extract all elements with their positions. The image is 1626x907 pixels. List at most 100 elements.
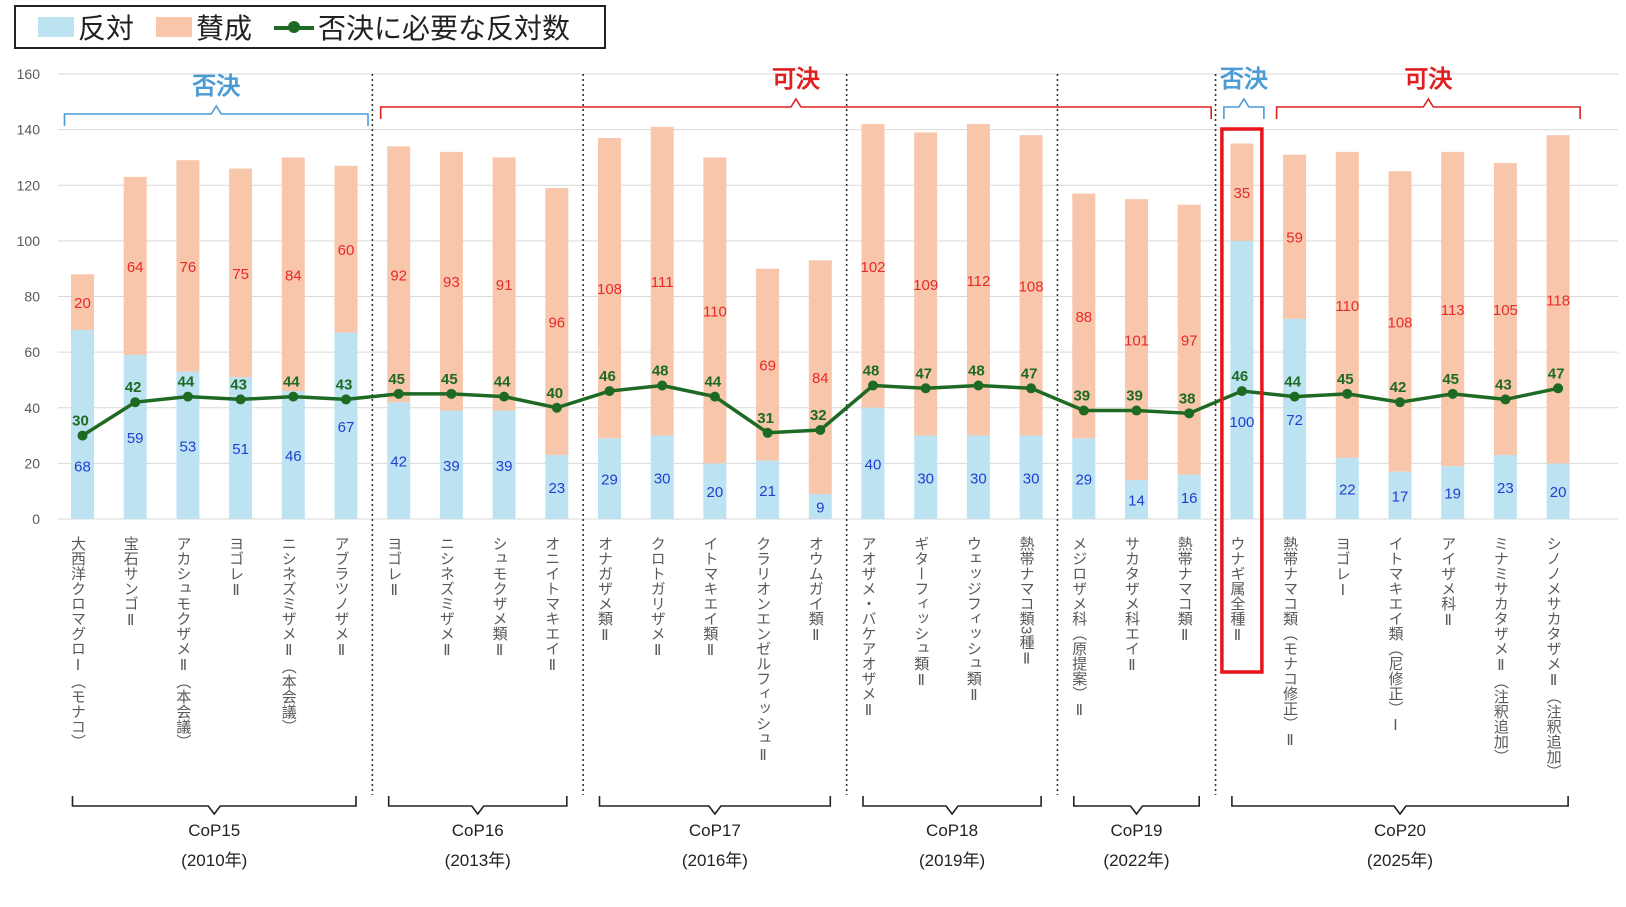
threshold-point: [973, 380, 984, 391]
favor-data-label: 108: [597, 281, 622, 298]
threshold-point: [868, 380, 878, 391]
against-bar: [703, 463, 727, 519]
against-bar: [1177, 474, 1201, 519]
category-label: ヨゴレⅡ: [385, 536, 402, 599]
favor-bar: [650, 126, 674, 436]
threshold-data-label: 45: [388, 371, 405, 388]
against-data-label: 30: [1023, 470, 1040, 487]
favor-swatch: [156, 17, 193, 37]
against-data-label: 100: [1229, 414, 1254, 431]
threshold-data-label: 47: [1548, 365, 1565, 382]
against-data-label: 20: [707, 484, 724, 501]
against-data-label: 14: [1128, 493, 1145, 510]
favor-bar: [1283, 154, 1307, 319]
threshold-point: [1026, 383, 1037, 394]
favor-data-label: 20: [74, 295, 91, 312]
against-bar: [281, 391, 305, 519]
favor-data-label: 113: [1441, 302, 1465, 319]
category-label: アオザメ・バケアオザメⅡ: [860, 536, 877, 719]
threshold-point: [1447, 388, 1458, 399]
against-data-label: 29: [1075, 472, 1092, 489]
y-tick-label: 0: [32, 511, 40, 527]
against-bar: [650, 435, 674, 519]
category-label: イトマキエイ類Ⅱ: [701, 536, 718, 659]
category-label: サカタザメ科エイⅡ: [1123, 536, 1140, 674]
favor-bar: [1177, 204, 1201, 475]
against-data-label: 30: [917, 470, 934, 487]
favor-bar: [492, 157, 516, 411]
favor-bar: [914, 132, 938, 436]
favor-data-label: 88: [1075, 309, 1092, 326]
legend-item-threshold: 否決に必要な反対数: [274, 7, 570, 47]
y-tick-label: 80: [24, 289, 40, 305]
favor-bar: [1335, 151, 1359, 458]
against-bar: [966, 435, 990, 519]
against-data-label: 46: [285, 448, 302, 465]
threshold-point: [1395, 397, 1405, 408]
against-bar: [229, 377, 253, 519]
favor-data-label: 93: [443, 274, 460, 291]
threshold-line-swatch: [274, 17, 315, 37]
favor-bar: [545, 188, 569, 456]
favor-bar: [1019, 135, 1043, 436]
against-data-label: 23: [548, 480, 565, 497]
category-label: アブラツノザメⅡ: [333, 536, 350, 659]
outcome-label: 可決: [1404, 66, 1453, 93]
threshold-point: [341, 394, 351, 405]
against-data-label: 19: [1444, 486, 1461, 503]
favor-bar: [1230, 143, 1254, 241]
group-brace: [862, 796, 1042, 816]
threshold-data-label: 39: [1126, 388, 1143, 405]
category-label: オニイトマキエイⅡ: [543, 536, 560, 674]
favor-bar: [861, 124, 885, 408]
favor-data-label: 109: [913, 277, 938, 294]
group-year-label: (2019年): [919, 851, 985, 870]
favor-data-label: 112: [966, 273, 990, 290]
against-bar: [1388, 471, 1412, 519]
favor-bar: [123, 176, 147, 355]
against-data-label: 17: [1392, 488, 1409, 505]
group-name-label: CoP18: [926, 821, 978, 840]
legend-item-against: 反対: [38, 7, 134, 47]
threshold-point: [1342, 388, 1353, 399]
outcome-brace: [63, 104, 369, 126]
category-label: ウナギ属全種Ⅱ: [1228, 536, 1245, 644]
against-bar: [1125, 480, 1148, 519]
against-data-label: 30: [654, 470, 671, 487]
threshold-point: [77, 430, 88, 441]
group-name-label: CoP16: [452, 821, 504, 840]
threshold-data-label: 45: [1337, 371, 1354, 388]
group-name-label: CoP15: [188, 821, 240, 840]
threshold-point: [393, 388, 404, 399]
favor-bar: [71, 274, 94, 330]
category-label: 宝石サンゴⅡ: [122, 536, 139, 629]
threshold-point: [1500, 394, 1511, 405]
category-label: クロトガリザメⅡ: [649, 536, 666, 659]
threshold-data-label: 48: [863, 363, 880, 380]
against-data-label: 39: [443, 458, 460, 475]
against-data-label: 53: [180, 438, 197, 455]
against-data-label: 16: [1181, 490, 1198, 507]
threshold-data-label: 47: [1021, 365, 1038, 382]
threshold-point: [1236, 386, 1247, 397]
against-data-label: 51: [232, 441, 249, 458]
y-tick-label: 120: [17, 177, 41, 193]
threshold-data-label: 44: [494, 374, 511, 391]
y-tick-label: 160: [17, 66, 41, 82]
favor-data-label: 105: [1493, 302, 1518, 319]
favor-bar: [966, 124, 990, 436]
category-label: ウェッジフィッシュ類Ⅱ: [965, 536, 982, 704]
threshold-point: [182, 391, 193, 402]
against-bar: [1019, 435, 1043, 519]
favor-data-label: 96: [548, 315, 565, 332]
favor-data-label: 102: [860, 259, 885, 276]
legend-label-against: 反対: [78, 12, 135, 45]
favor-data-label: 110: [703, 303, 727, 320]
against-bar: [1230, 240, 1254, 519]
against-data-label: 72: [1286, 412, 1303, 429]
favor-bar: [1546, 135, 1570, 464]
chart-legend: 反対 賛成 否決に必要な反対数: [14, 5, 606, 49]
threshold-data-label: 47: [915, 365, 932, 382]
favor-bar: [281, 157, 305, 392]
favor-data-label: 35: [1234, 185, 1251, 202]
